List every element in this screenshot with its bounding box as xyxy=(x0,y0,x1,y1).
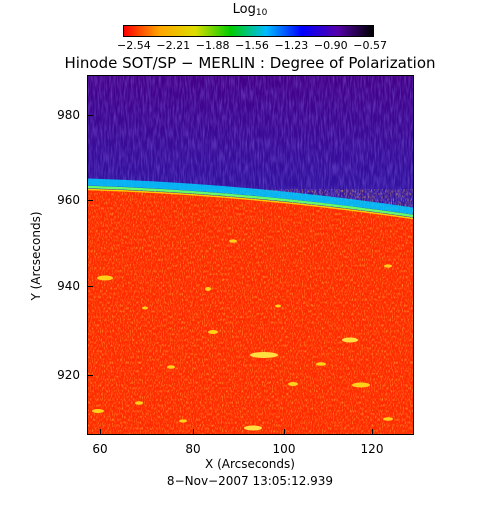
colorbar-tick: −0.90 xyxy=(313,39,348,52)
x-tick-label: 100 xyxy=(272,442,296,456)
x-axis-label: X (Arcseconds) xyxy=(205,457,295,471)
colorbar-tick: −2.54 xyxy=(117,39,151,52)
colorbar-title: Log10 xyxy=(232,2,268,18)
observation-date: 8−Nov−2007 13:05:12.939 xyxy=(166,474,334,488)
polarization-map xyxy=(88,76,413,434)
colorbar-tick: −2.21 xyxy=(156,39,191,52)
limb-glow xyxy=(88,178,413,215)
y-tick-label: 940 xyxy=(57,279,80,293)
colorbar-tick: −1.88 xyxy=(195,39,230,52)
bright-patches xyxy=(92,239,393,431)
x-tick-label: 120 xyxy=(360,442,384,456)
plot-title: Hinode SOT/SP − MERLIN : Degree of Polar… xyxy=(64,54,436,72)
colorbar xyxy=(123,25,374,37)
colorbar-ticks: −2.54 −2.21 −1.88 −1.56 −1.23 −0.90 −0.5… xyxy=(117,40,387,51)
y-tick-label: 960 xyxy=(57,193,80,207)
x-tick-mark xyxy=(193,429,194,435)
y-tick-mark xyxy=(87,115,93,116)
y-tick-mark xyxy=(87,286,93,287)
x-tick-mark xyxy=(100,429,101,435)
x-tick-label: 80 xyxy=(185,442,201,456)
x-tick-label: 60 xyxy=(92,442,108,456)
x-tick-mark xyxy=(284,429,285,435)
limb-edge xyxy=(88,185,413,218)
colorbar-tick: −1.23 xyxy=(274,39,309,52)
y-tick-mark xyxy=(87,200,93,201)
disk-texture xyxy=(88,189,413,434)
y-tick-label: 920 xyxy=(57,368,80,382)
y-tick-mark xyxy=(87,375,93,376)
x-tick-mark xyxy=(372,429,373,435)
polarization-image xyxy=(87,75,414,435)
limb-inner-edge xyxy=(88,188,413,220)
colorbar-tick: −0.57 xyxy=(353,39,387,52)
y-axis-label: Y (Arcseconds) xyxy=(29,211,43,301)
y-tick-label: 980 xyxy=(57,108,80,122)
colorbar-tick: −1.56 xyxy=(235,39,269,52)
